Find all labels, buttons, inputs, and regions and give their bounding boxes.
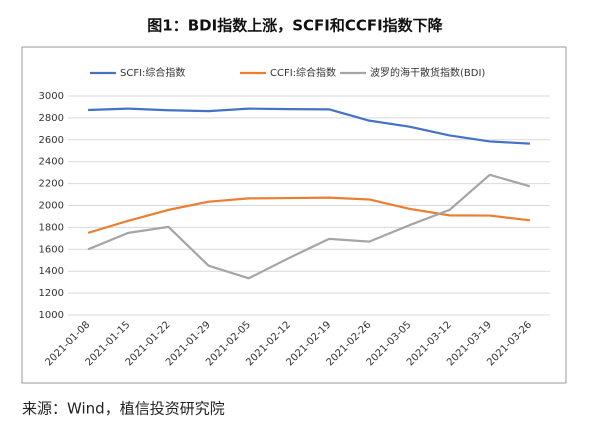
y-tick-label: 1200 (39, 288, 64, 299)
y-tick-label: 1600 (39, 244, 64, 255)
y-tick-label: 2400 (39, 157, 64, 168)
y-tick-label: 2000 (39, 201, 64, 212)
y-tick-label: 2600 (39, 135, 64, 146)
legend-label: SCFI:综合指数 (120, 66, 185, 79)
series-line (88, 107, 530, 145)
y-tick-label: 1000 (39, 310, 64, 321)
y-tick-label: 3000 (39, 91, 64, 102)
chart-frame (21, 46, 567, 384)
y-tick-label: 1800 (39, 222, 64, 233)
title: 图1：BDI指数上涨，SCFI和CCFI指数下降 (147, 17, 443, 35)
source: 来源：Wind，植信投资研究院 (22, 400, 225, 418)
y-tick-label: 1400 (39, 266, 64, 277)
y-tick-label: 2800 (39, 113, 64, 124)
legend-label: 波罗的海干散货指数(BDI) (370, 66, 485, 79)
series-line (87, 196, 531, 234)
y-tick-label: 2200 (39, 179, 64, 190)
legend-label: CCFI:综合指数 (270, 66, 336, 79)
series-line (87, 173, 531, 280)
